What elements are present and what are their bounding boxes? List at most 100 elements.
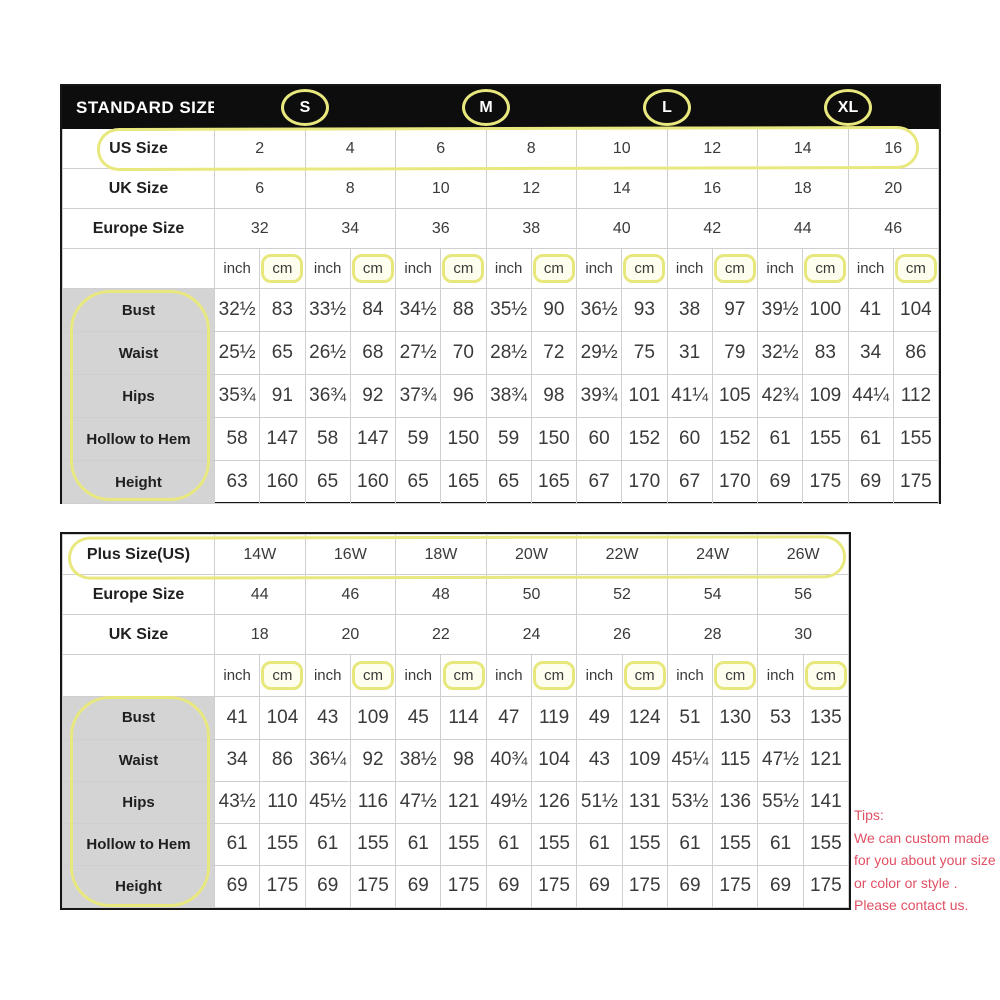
size-value-cell: 18W <box>395 533 487 576</box>
inch-value-cell: 39½ <box>756 288 804 332</box>
cm-highlight-box: cm <box>351 661 394 691</box>
inch-value-cell: 37¾ <box>394 374 442 418</box>
inch-value-cell: 29½ <box>575 331 623 375</box>
inch-value-cell: 69 <box>304 864 351 909</box>
standard-size-table: STANDARD SIZE S M L XL US Size 2 4 6 8 10 12 14 16 UK … <box>62 86 940 504</box>
inch-value-cell: 42¾ <box>756 374 804 418</box>
cm-value-cell: 175 <box>802 864 850 909</box>
cm-unit-cell: cm <box>621 248 668 289</box>
cm-value-cell: 165 <box>440 460 487 504</box>
size-value-cell: 14 <box>757 128 849 169</box>
size-value-cell: 4 <box>304 128 396 169</box>
cm-value-cell: 90 <box>530 288 578 332</box>
unit-row: inch cm inch cm inch cm inch cm inch cm inch cm inch… <box>62 654 850 698</box>
cm-value-cell: 131 <box>621 780 668 824</box>
cm-value-cell: 170 <box>621 460 668 504</box>
standard-size-title: STANDARD SIZE <box>62 86 215 129</box>
size-info-row: UK Size 18 20 22 24 26 28 30 <box>62 614 849 656</box>
size-value-cell: 24W <box>666 533 759 576</box>
inch-unit-cell: inch <box>757 654 804 698</box>
cm-value-cell: 175 <box>349 864 397 909</box>
inch-value-cell: 39¾ <box>575 374 623 418</box>
cm-value-cell: 160 <box>259 460 306 504</box>
cm-value-cell: 104 <box>259 696 306 740</box>
standard-size-table-frame: STANDARD SIZE S M L XL US Size 2 4 6 8 10 12 14 16 UK … <box>60 84 941 504</box>
inch-value-cell: 53½ <box>666 780 714 824</box>
plus-size-table: Plus Size(US) 14W 16W 18W 20W 22W 24W 26W Europe… <box>62 533 850 909</box>
inch-value-cell: 67 <box>575 460 623 504</box>
inch-unit-cell: inch <box>485 654 532 698</box>
cm-value-cell: 155 <box>440 822 487 866</box>
cm-value-cell: 115 <box>712 738 759 782</box>
size-value-cell: 20W <box>485 533 578 576</box>
size-value-cell: 56 <box>757 574 849 616</box>
inch-value-cell: 61 <box>304 822 351 866</box>
size-value-cell: 22 <box>395 614 487 656</box>
cm-value-cell: 101 <box>621 374 668 418</box>
cm-value-cell: 152 <box>621 417 668 461</box>
inch-value-cell: 36¼ <box>304 738 351 782</box>
size-value-cell: 20 <box>847 168 939 209</box>
cm-value-cell: 109 <box>621 738 668 782</box>
cm-value-cell: 124 <box>621 696 668 740</box>
size-info-row: UK Size 6 8 10 12 14 16 18 20 <box>62 168 939 209</box>
inch-value-cell: 61 <box>666 822 714 866</box>
inch-value-cell: 35½ <box>485 288 532 332</box>
cm-unit-cell: cm <box>530 654 578 698</box>
inch-value-cell: 58 <box>304 417 351 461</box>
cm-value-cell: 116 <box>349 780 397 824</box>
size-value-cell: 38 <box>485 208 577 249</box>
cm-value-cell: 130 <box>712 696 759 740</box>
inch-value-cell: 28½ <box>485 331 532 375</box>
inch-value-cell: 31 <box>666 331 713 375</box>
tips-title: Tips: <box>854 807 884 823</box>
cm-value-cell: 119 <box>530 696 578 740</box>
cm-highlight-box: cm <box>261 254 304 283</box>
size-group-oval-xl: XL <box>824 89 872 126</box>
size-group-cell: M <box>395 86 577 129</box>
size-value-cell: 8 <box>485 128 577 169</box>
cm-value-cell: 70 <box>440 331 487 375</box>
cm-unit-cell: cm <box>621 654 668 698</box>
inch-unit-cell: inch <box>394 248 442 289</box>
tips-line: or color or style . <box>854 874 958 891</box>
measurement-label: Hips <box>62 374 215 418</box>
size-value-cell: 10 <box>576 128 668 169</box>
size-value-cell: 6 <box>395 128 487 169</box>
cm-value-cell: 104 <box>530 738 578 782</box>
inch-value-cell: 65 <box>485 460 532 504</box>
inch-value-cell: 61 <box>757 822 804 866</box>
cm-unit-cell: cm <box>259 654 306 698</box>
cm-value-cell: 92 <box>349 738 397 782</box>
size-value-cell: 34 <box>304 208 396 249</box>
cm-value-cell: 155 <box>621 822 668 866</box>
inch-value-cell: 32½ <box>213 288 261 332</box>
inch-value-cell: 45½ <box>304 780 351 824</box>
cm-value-cell: 100 <box>802 288 849 332</box>
inch-value-cell: 41 <box>213 696 261 740</box>
cm-value-cell: 86 <box>892 331 940 375</box>
cm-value-cell: 175 <box>712 864 759 909</box>
cm-value-cell: 155 <box>530 822 578 866</box>
size-info-row: Plus Size(US) 14W 16W 18W 20W 22W 24W 26W <box>62 533 849 576</box>
inch-value-cell: 38 <box>666 288 713 332</box>
inch-value-cell: 47½ <box>757 738 804 782</box>
cm-value-cell: 83 <box>802 331 849 375</box>
size-value-cell: 8 <box>304 168 396 209</box>
size-table-header-bar: STANDARD SIZE S M L XL <box>62 86 939 129</box>
inch-value-cell: 58 <box>213 417 261 461</box>
inch-value-cell: 67 <box>666 460 713 504</box>
measurement-label: Hollow to Hem <box>62 822 215 866</box>
size-group-oval-l: L <box>643 89 691 126</box>
inch-unit-cell: inch <box>395 654 442 698</box>
cm-value-cell: 136 <box>712 780 759 824</box>
measurement-row: Height 63 160 65 160 65 165 65 165 67 170 67 170 69 17… <box>62 460 940 504</box>
inch-unit-cell: inch <box>575 248 623 289</box>
cm-value-cell: 84 <box>349 288 397 332</box>
row-label: Europe Size <box>62 208 215 249</box>
inch-value-cell: 61 <box>576 822 623 866</box>
cm-value-cell: 114 <box>440 696 487 740</box>
cm-unit-cell: cm <box>530 248 578 289</box>
inch-value-cell: 44¼ <box>847 374 894 418</box>
